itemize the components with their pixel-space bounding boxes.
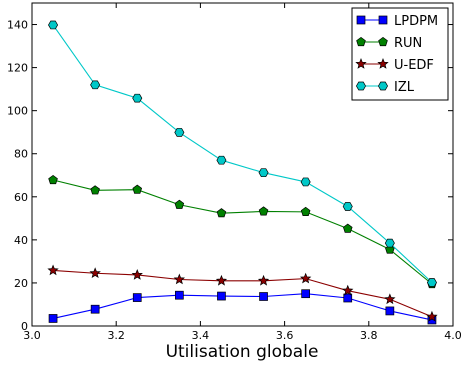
data-point-izl xyxy=(300,177,311,187)
legend: LPDPM RUN U-EDF IZL xyxy=(351,7,449,101)
x-tick-label: 3.0 xyxy=(23,329,41,342)
data-point-lpdpm xyxy=(217,291,226,301)
data-point-u-edf xyxy=(131,269,143,280)
data-point-lpdpm xyxy=(385,306,395,316)
series-line-lpdpm xyxy=(52,293,433,321)
data-point-lpdpm xyxy=(48,314,58,323)
data-point-run xyxy=(216,208,227,218)
x-tick-label: 4.0 xyxy=(444,329,461,342)
data-point-u-edf xyxy=(426,310,438,322)
axes: 3.0 3.2 3.4 3.6 3.8 4.0 0 20 40 60 80 100 120 140 xyxy=(7,2,461,342)
y-tick-label: 40 xyxy=(14,234,28,247)
y-tick-label: 80 xyxy=(14,148,28,161)
data-point-izl xyxy=(174,128,185,137)
legend-marker-izl xyxy=(377,81,389,91)
data-point-izl xyxy=(426,278,437,287)
data-point-izl xyxy=(216,155,227,165)
legend-marker-izl xyxy=(355,81,367,91)
y-tick-label: 20 xyxy=(14,277,28,290)
x-tick-label: 3.4 xyxy=(192,329,210,342)
data-point-lpdpm xyxy=(301,289,310,299)
x-tick-label: 3.2 xyxy=(107,329,125,342)
legend-marker-lpdpm xyxy=(356,15,366,25)
legend-label-run: RUN xyxy=(394,36,422,51)
data-point-lpdpm xyxy=(175,290,184,300)
legend-label-u-edf: U-EDF xyxy=(394,58,434,73)
data-point-u-edf xyxy=(342,284,354,296)
data-point-run xyxy=(48,174,58,185)
legend-marker-u-edf xyxy=(377,58,389,69)
data-point-izl xyxy=(258,168,269,178)
legend-marker-lpdpm xyxy=(378,15,388,25)
data-point-u-edf xyxy=(299,272,312,284)
data-point-lpdpm xyxy=(259,292,268,301)
data-point-u-edf xyxy=(47,264,59,276)
data-point-u-edf xyxy=(173,273,186,285)
legend-label-izl: IZL xyxy=(394,80,415,95)
data-point-izl xyxy=(132,93,143,103)
data-point-run xyxy=(174,199,185,209)
x-tick-label: 3.6 xyxy=(276,329,294,342)
legend-marker-u-edf xyxy=(355,58,367,69)
data-point-lpdpm xyxy=(343,293,353,303)
series-line-run xyxy=(52,179,433,285)
plot-frame xyxy=(31,2,454,327)
data-point-izl xyxy=(48,20,59,30)
data-point-izl xyxy=(384,238,395,248)
series-line-izl xyxy=(52,24,433,283)
x-axis-label: Utilisation globale xyxy=(166,342,319,362)
data-point-run xyxy=(258,206,269,216)
data-point-run xyxy=(342,223,353,233)
data-point-lpdpm xyxy=(90,304,100,314)
legend-marker-run xyxy=(356,36,366,47)
y-tick-label: 140 xyxy=(7,19,28,32)
data-point-u-edf xyxy=(384,293,396,305)
y-tick-label: 60 xyxy=(14,191,28,204)
data-point-izl xyxy=(342,202,353,211)
data-point-izl xyxy=(90,80,101,90)
y-tick-label: 100 xyxy=(7,105,28,118)
data-point-u-edf xyxy=(257,274,270,286)
y-tick-label: 0 xyxy=(21,320,28,333)
data-point-run xyxy=(300,206,311,216)
data-point-run xyxy=(90,185,100,195)
x-tick-label: 3.8 xyxy=(360,329,378,342)
legend-box xyxy=(351,7,449,101)
legend-label-lpdpm: LPDPM xyxy=(394,14,438,29)
y-tick-label: 120 xyxy=(7,62,28,75)
series-line-u-edf xyxy=(53,269,433,318)
legend-marker-run xyxy=(378,36,388,47)
data-point-lpdpm xyxy=(132,293,142,302)
plot-area xyxy=(47,20,438,325)
data-point-u-edf xyxy=(215,274,228,286)
data-point-run xyxy=(132,184,143,194)
data-point-u-edf xyxy=(89,267,101,279)
